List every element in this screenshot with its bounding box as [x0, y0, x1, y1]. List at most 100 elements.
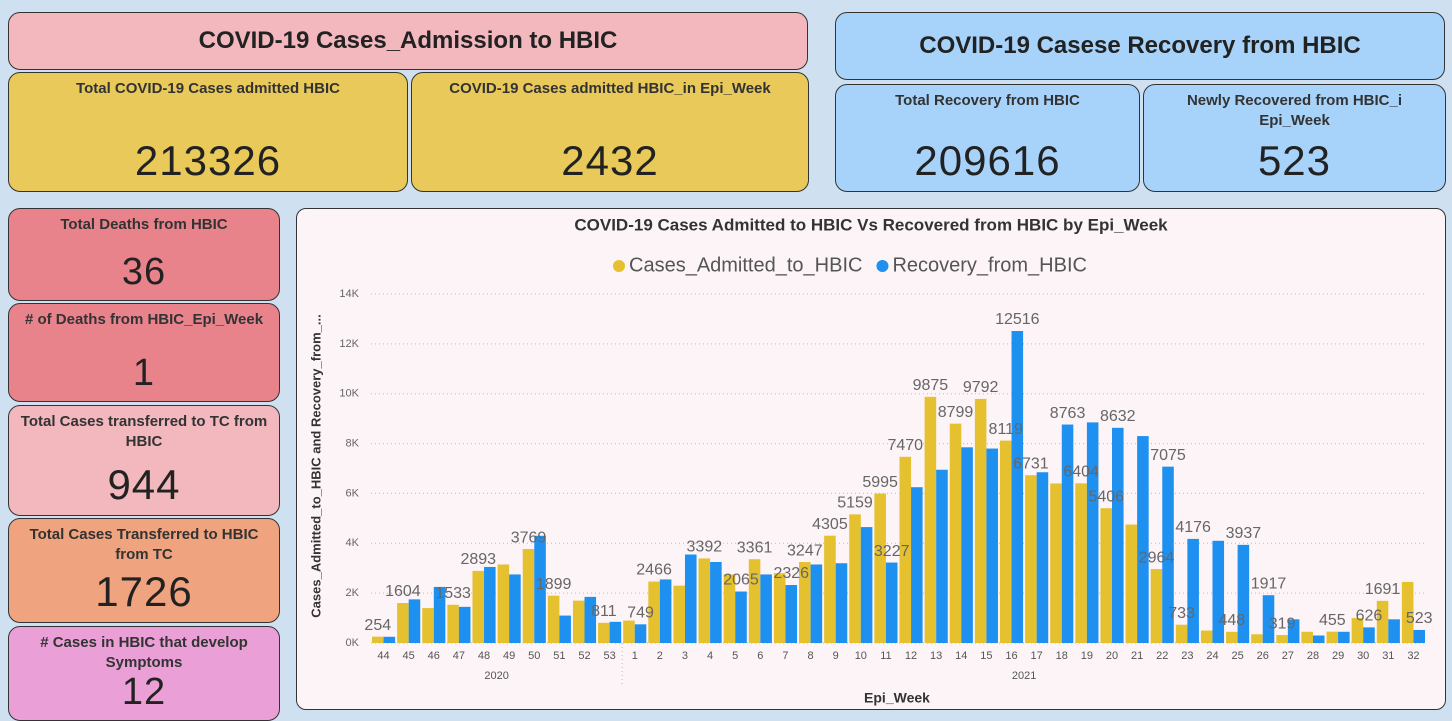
kpi-label: # of Deaths from HBIC_Epi_Week — [24, 311, 264, 328]
kpi-card: # of Deaths from HBIC_Epi_Week 1 — [8, 303, 280, 402]
kpi-label: Newly Recovered from HBIC_i Epi_Week — [1186, 92, 1403, 129]
bar — [547, 595, 560, 643]
y-tick-label: 10K — [339, 388, 359, 400]
bar — [799, 562, 811, 643]
x-tick-label: 50 — [528, 650, 540, 662]
bar — [1363, 627, 1375, 643]
bar — [999, 440, 1012, 643]
x-axis-title: Epi_Week — [864, 690, 930, 706]
bar — [1413, 629, 1425, 643]
x-tick-label: 44 — [377, 650, 389, 662]
data-label: 4176 — [1175, 519, 1211, 536]
bar — [936, 469, 948, 643]
x-tick-label: 49 — [503, 650, 515, 662]
bar — [1237, 544, 1250, 643]
y-tick-label: 4K — [346, 537, 360, 549]
x-tick-label: 25 — [1231, 650, 1243, 662]
bar — [773, 573, 786, 643]
chart: COVID-19 Cases Admitted to HBIC Vs Recov… — [308, 215, 1433, 706]
bar — [1226, 631, 1238, 643]
bar — [1150, 569, 1163, 643]
x-group-label: 2020 — [484, 670, 508, 682]
bar — [509, 574, 521, 643]
x-tick-label: 31 — [1382, 650, 1394, 662]
bar — [484, 566, 496, 643]
x-tick-label: 22 — [1156, 650, 1168, 662]
x-tick-label: 15 — [980, 650, 992, 662]
bar — [723, 574, 736, 643]
data-label: 9875 — [913, 377, 949, 394]
bar — [885, 562, 898, 643]
data-label: 2065 — [723, 572, 759, 589]
data-label: 1899 — [536, 576, 572, 593]
y-tick-label: 2K — [346, 587, 360, 599]
bar — [698, 558, 711, 643]
data-label: 9792 — [963, 379, 999, 396]
x-tick-label: 1 — [632, 650, 638, 662]
data-label: 626 — [1356, 608, 1383, 625]
data-label: 6404 — [1063, 464, 1099, 481]
bar — [422, 608, 434, 643]
bar — [684, 554, 697, 643]
bar — [710, 561, 722, 643]
data-label: 6731 — [1013, 455, 1049, 472]
bar — [659, 579, 672, 643]
kpi-card: Total COVID-19 Cases admitted HBIC 213326 — [8, 72, 408, 192]
data-label: 3937 — [1226, 525, 1262, 542]
y-tick-label: 0K — [346, 637, 360, 649]
kpi-value: 36 — [121, 251, 167, 293]
data-label: 2964 — [1139, 549, 1175, 566]
kpi-label: # Cases in HBIC that develop Symptoms — [40, 634, 248, 671]
data-label: 1533 — [435, 585, 471, 602]
kpi-value: 1 — [132, 352, 156, 394]
bar — [472, 570, 485, 643]
x-tick-label: 12 — [905, 650, 917, 662]
bar — [1061, 424, 1074, 643]
section-title: COVID-19 Casese Recovery from HBIC — [835, 12, 1445, 80]
data-label: 455 — [1319, 612, 1346, 629]
bar — [899, 456, 912, 643]
data-label: 523 — [1406, 610, 1433, 627]
x-tick-label: 21 — [1131, 650, 1143, 662]
data-label: 3361 — [737, 539, 773, 556]
bar — [1086, 422, 1099, 643]
bar — [1025, 475, 1037, 643]
bar — [447, 604, 459, 643]
data-label: 5159 — [837, 495, 873, 512]
x-tick-label: 6 — [757, 650, 763, 662]
bar — [1326, 631, 1339, 643]
bar — [860, 527, 873, 643]
kpi-card: Total Deaths from HBIC 36 — [8, 208, 280, 301]
bar — [824, 535, 836, 643]
data-label: 12516 — [995, 311, 1040, 328]
bar — [1312, 635, 1325, 643]
x-tick-label: 4 — [707, 650, 713, 662]
bar — [835, 563, 848, 643]
x-tick-label: 14 — [955, 650, 967, 662]
data-label: 1604 — [385, 583, 421, 600]
data-label: 8119 — [989, 421, 1024, 438]
bar — [735, 591, 747, 643]
data-label: 448 — [1218, 612, 1245, 629]
data-label: 319 — [1269, 615, 1296, 632]
x-tick-label: 19 — [1081, 650, 1093, 662]
bar — [433, 586, 446, 643]
kpi-value: 209616 — [914, 137, 1061, 184]
x-tick-label: 27 — [1282, 650, 1294, 662]
bar — [1175, 624, 1188, 643]
x-tick-label: 20 — [1106, 650, 1118, 662]
bar — [748, 559, 761, 643]
kpi-label: Total Deaths from HBIC — [60, 216, 228, 233]
chart-panel: COVID-19 Cases Admitted to HBIC Vs Recov… — [296, 208, 1446, 710]
bar — [673, 585, 685, 643]
bar — [1075, 483, 1087, 643]
x-tick-label: 28 — [1307, 650, 1319, 662]
bar — [634, 624, 647, 643]
kpi-label: COVID-19 Cases admitted HBIC_in Epi_Week — [449, 80, 771, 97]
x-tick-label: 53 — [604, 650, 616, 662]
bar — [760, 574, 772, 643]
bar — [1212, 540, 1225, 643]
bar — [534, 535, 546, 643]
x-tick-label: 11 — [880, 650, 891, 662]
